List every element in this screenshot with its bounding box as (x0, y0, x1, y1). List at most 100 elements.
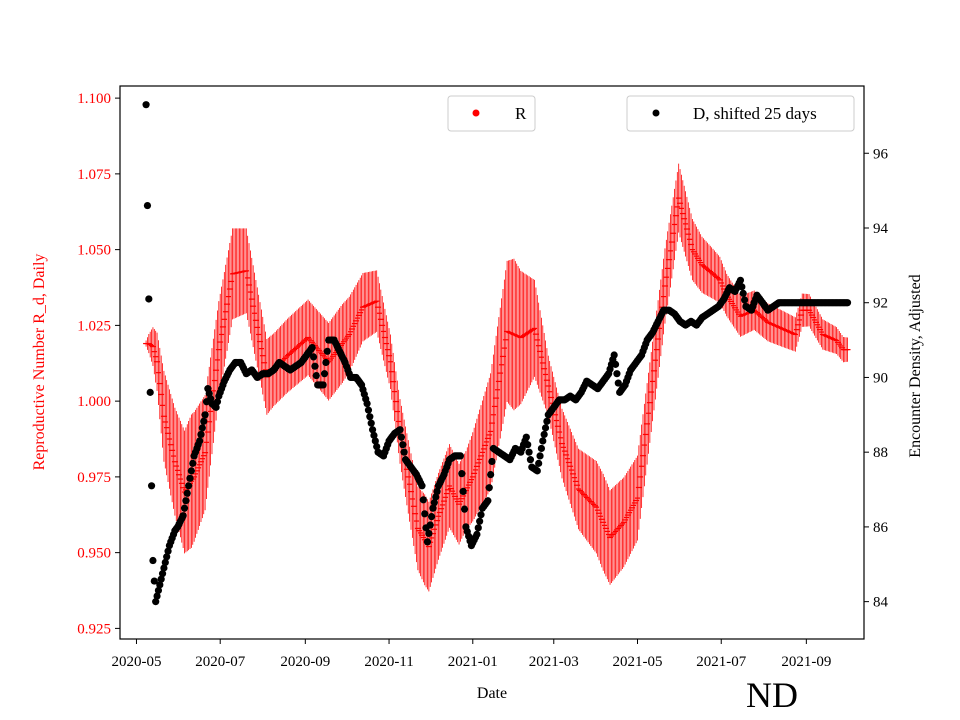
d-point (536, 452, 544, 460)
d-point (539, 437, 547, 445)
d-point (200, 417, 208, 425)
d-point (456, 452, 465, 460)
d-point (488, 457, 496, 466)
y-right-tick-label: 94 (873, 221, 889, 237)
state-label: ND (746, 675, 798, 715)
legend-r: R (447, 95, 536, 132)
d-point (182, 497, 190, 505)
d-point (160, 564, 168, 572)
d-point (198, 424, 206, 432)
d-point (322, 358, 330, 367)
d-point (473, 530, 481, 538)
d-point (364, 406, 373, 414)
d-point (196, 437, 204, 445)
legend-d-box (626, 95, 855, 132)
y-left-axis: 0.925 0.950 0.975 1.000 1.025 1.050 1.075 1.100 (77, 91, 120, 637)
d-point (180, 504, 189, 512)
d-point (484, 497, 492, 505)
d-point (739, 289, 747, 297)
d-point (611, 360, 620, 368)
d-point (308, 343, 316, 352)
y-left-axis-label: Reproductive Number R_d, Daily (31, 254, 48, 471)
x-axis-label: Date (477, 685, 507, 702)
d-point (147, 482, 156, 490)
d-point (157, 575, 165, 583)
y-left-tick-label: 1.050 (77, 243, 111, 259)
d-point (614, 379, 622, 387)
x-tick-label: 2021-03 (529, 654, 579, 670)
d-point (613, 370, 621, 378)
plot-frame (119, 85, 865, 640)
d-point (524, 441, 532, 449)
d-point (309, 353, 318, 361)
y-right-tick-label: 90 (873, 370, 888, 386)
d-point (843, 299, 852, 307)
d-point (158, 570, 167, 578)
d-point (179, 512, 187, 520)
d-point (149, 556, 157, 565)
d-point (418, 482, 426, 490)
d-point (367, 419, 375, 427)
d-point (537, 444, 546, 453)
d-point (433, 487, 441, 496)
d-point (212, 403, 220, 411)
legend-d: D, shifted 25 days (626, 95, 855, 132)
d-point (526, 456, 535, 464)
d-point (366, 413, 374, 421)
d-point (368, 426, 377, 434)
d-point (213, 398, 222, 406)
y-left-tick-label: 1.075 (77, 167, 111, 183)
x-tick-label: 2020-07 (195, 654, 245, 670)
d-point (476, 517, 484, 525)
d-point (143, 201, 152, 210)
d-point (738, 283, 746, 291)
d-point (373, 442, 381, 451)
d-point (423, 538, 432, 546)
d-point (522, 433, 530, 441)
d-point (153, 592, 161, 600)
d-point (543, 417, 551, 425)
x-tick-label: 2021-01 (448, 654, 498, 670)
y-right-axis-label: Encounter Density, Adjusted (907, 274, 924, 457)
d-point (145, 295, 153, 303)
legend-r-marker (472, 109, 480, 117)
d-point (156, 581, 164, 589)
d-point (419, 496, 427, 504)
d-point (323, 347, 331, 355)
d-point (371, 437, 379, 445)
r-errorbar-series (143, 163, 851, 592)
y-right-tick-label: 86 (873, 520, 889, 536)
d-point (363, 400, 371, 408)
d-point (312, 371, 320, 380)
d-point (150, 577, 158, 585)
y-left-tick-label: 0.925 (77, 621, 111, 637)
legend-r-box (447, 95, 536, 132)
y-right-axis: 84 86 88 90 92 94 96 (864, 146, 889, 611)
d-point (154, 586, 163, 595)
d-point (201, 411, 209, 419)
y-left-tick-label: 1.000 (77, 394, 111, 410)
y-right-tick-label: 84 (873, 595, 889, 611)
d-point (311, 362, 319, 370)
d-point (459, 487, 467, 496)
d-point (740, 296, 749, 304)
d-point (152, 598, 160, 606)
d-point (487, 470, 495, 479)
d-point (460, 505, 469, 513)
d-point (400, 448, 408, 456)
d-point-series (142, 101, 852, 606)
d-point (164, 547, 172, 555)
d-point (533, 467, 541, 475)
d-point (146, 388, 154, 396)
legend-r-label: R (515, 104, 527, 123)
d-point (186, 474, 194, 482)
d-point (142, 101, 150, 109)
d-point (399, 441, 407, 449)
d-point (189, 459, 197, 467)
x-axis: 2020-05 2020-07 2020-09 2020-11 2021-01 2021-… (111, 639, 831, 670)
x-tick-label: 2020-09 (280, 654, 330, 670)
y-right-tick-label: 96 (873, 146, 889, 162)
legend-d-label: D, shifted 25 days (693, 104, 817, 123)
